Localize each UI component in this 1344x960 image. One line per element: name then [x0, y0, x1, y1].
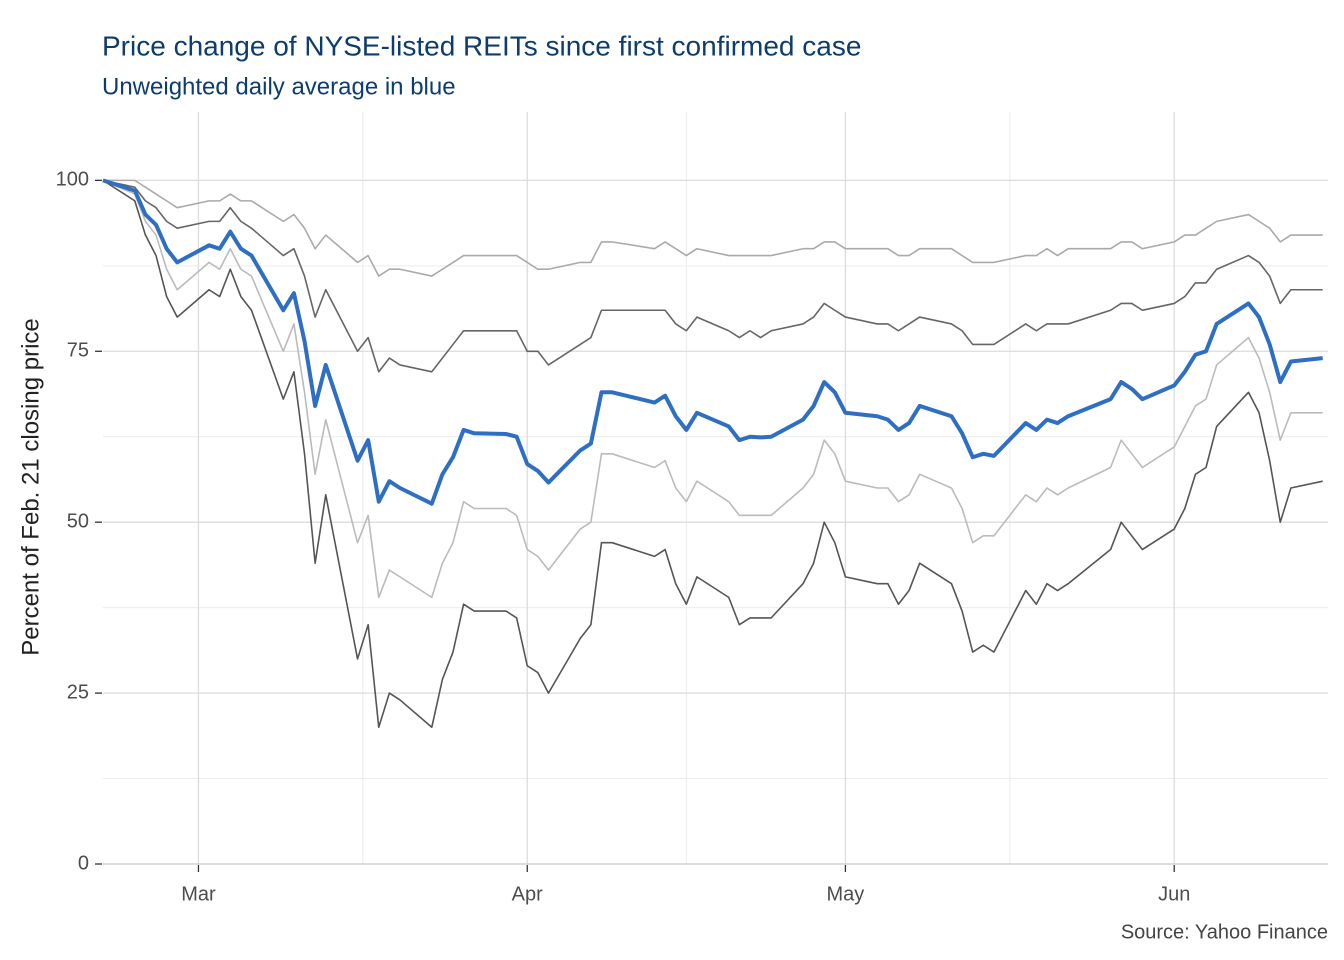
series-line [102, 178, 1323, 506]
y-tick-label: 50 [67, 510, 89, 532]
chart-title: Price change of NYSE-listed REITs since … [102, 30, 861, 61]
series-line [102, 179, 1323, 599]
x-tick-label: Jun [1158, 883, 1190, 905]
series-line [102, 179, 1323, 729]
y-axis-label: Percent of Feb. 21 closing price [17, 318, 44, 656]
y-tick-label: 75 [67, 340, 89, 362]
y-tick-label: 100 [56, 169, 89, 191]
x-tick-label: May [827, 883, 865, 905]
series-line [102, 179, 1323, 373]
y-tick-label: 0 [78, 852, 89, 874]
chart-subtitle: Unweighted daily average in blue [102, 73, 456, 100]
x-tick-label: Apr [512, 883, 543, 905]
source-note: Source: Yahoo Finance [1121, 921, 1328, 943]
x-tick-label: Mar [181, 883, 216, 905]
y-tick-label: 25 [67, 681, 89, 703]
series-line [103, 179, 1323, 277]
